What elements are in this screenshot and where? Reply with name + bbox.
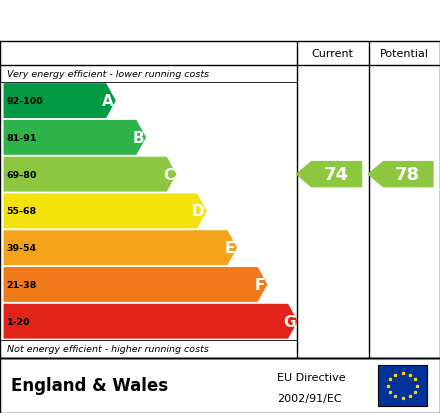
Polygon shape xyxy=(4,157,176,192)
Text: 92-100: 92-100 xyxy=(7,97,44,106)
Text: 55-68: 55-68 xyxy=(7,207,37,216)
Polygon shape xyxy=(4,231,237,266)
Text: 69-80: 69-80 xyxy=(7,170,37,179)
Text: B: B xyxy=(132,131,144,145)
Polygon shape xyxy=(4,84,116,119)
Polygon shape xyxy=(4,121,146,155)
Polygon shape xyxy=(296,161,362,188)
Text: Very energy efficient - lower running costs: Very energy efficient - lower running co… xyxy=(7,70,209,79)
Text: 39-54: 39-54 xyxy=(7,244,37,253)
Text: D: D xyxy=(192,204,205,219)
Text: Current: Current xyxy=(312,49,354,59)
Polygon shape xyxy=(4,267,268,302)
Bar xyxy=(378,365,427,406)
Text: England & Wales: England & Wales xyxy=(11,377,168,394)
Text: F: F xyxy=(255,277,265,292)
Text: Potential: Potential xyxy=(380,49,429,59)
Text: 81-91: 81-91 xyxy=(7,133,37,142)
Text: C: C xyxy=(163,167,174,182)
Text: EU Directive: EU Directive xyxy=(277,373,346,382)
Text: 74: 74 xyxy=(323,166,348,184)
Polygon shape xyxy=(4,194,207,229)
Text: G: G xyxy=(283,314,296,329)
Polygon shape xyxy=(367,161,433,188)
Text: A: A xyxy=(102,94,114,109)
Text: E: E xyxy=(224,241,235,256)
Text: Energy Efficiency Rating: Energy Efficiency Rating xyxy=(11,11,299,31)
Text: Not energy efficient - higher running costs: Not energy efficient - higher running co… xyxy=(7,344,209,354)
Text: 2002/91/EC: 2002/91/EC xyxy=(277,393,342,403)
Text: 1-20: 1-20 xyxy=(7,317,30,326)
Text: 78: 78 xyxy=(395,166,420,184)
Polygon shape xyxy=(4,304,298,339)
Text: 21-38: 21-38 xyxy=(7,280,37,289)
